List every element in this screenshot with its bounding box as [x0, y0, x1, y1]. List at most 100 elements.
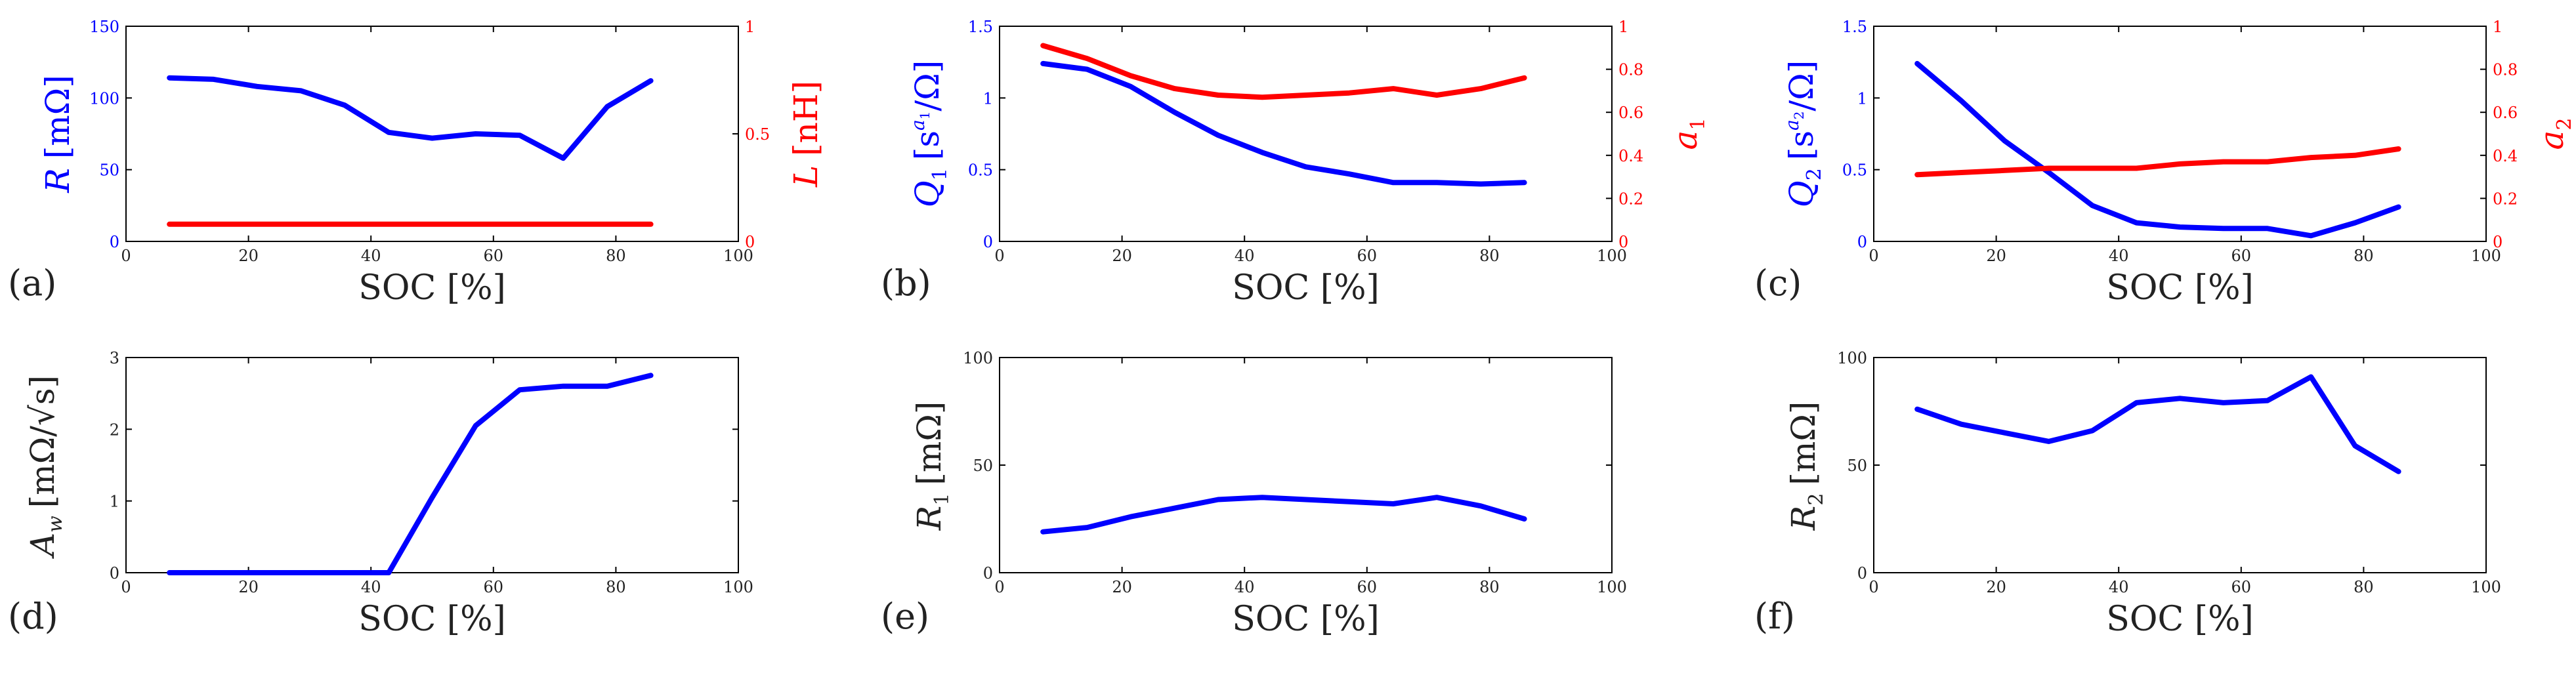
- y2-tick-label: 0: [2493, 233, 2502, 251]
- x-tick-label: 60: [2231, 578, 2252, 596]
- x-tick-label: 60: [484, 247, 504, 265]
- plot-frame: [1873, 357, 2487, 573]
- x-tick-label: 60: [1357, 247, 1378, 265]
- y-tick-label: 1: [983, 89, 993, 108]
- x-tick-label: 80: [2354, 578, 2374, 596]
- panel-b: Q1[sa1/Ω] a1 0 20 40 60 80 10000.511.500.20.4…: [881, 18, 1710, 308]
- series-line-a2: [1914, 146, 2401, 178]
- y-tick-label: 50: [1847, 457, 1867, 475]
- x-tick-label: 20: [238, 247, 259, 265]
- y2-tick-label: 1: [2493, 18, 2502, 36]
- y-tick-label: 0.5: [1842, 161, 1867, 180]
- y-tick-label: 100: [89, 89, 119, 108]
- x-tick-label: 100: [723, 578, 753, 596]
- y2-tick-label: 0.6: [1618, 104, 1643, 122]
- y2-tick-label: 0.5: [745, 125, 770, 144]
- x-axis-label: SOC [%]: [358, 268, 506, 308]
- plot-frame: [999, 26, 1613, 242]
- y2-tick-label: 0.6: [2493, 104, 2518, 122]
- x-tick-label: 60: [484, 578, 504, 596]
- y-tick-label: 1: [110, 493, 119, 511]
- x-tick-label: 0: [121, 578, 131, 596]
- x-tick-label: 80: [2354, 247, 2374, 265]
- y-tick-label: 0: [983, 233, 993, 251]
- x-axis-label: SOC [%]: [358, 600, 506, 639]
- x-axis-label: SOC [%]: [1232, 268, 1380, 308]
- y-tick-label: 50: [99, 161, 119, 180]
- y-axis-label: R1[mΩ]: [910, 401, 954, 531]
- y2-tick-label: 0.4: [2493, 147, 2518, 165]
- series-line-r: [167, 75, 654, 161]
- panel-label: (f): [1754, 596, 1795, 637]
- y-tick-label: 0: [1857, 233, 1867, 251]
- y2-tick-label: 0.8: [1618, 61, 1643, 79]
- series-line-r2: [1914, 374, 2401, 474]
- y-tick-label: 0.5: [968, 161, 993, 180]
- panel-c: Q2[sa2/Ω] a2 0 20 40 60 80 10000.511.500.20.4…: [1754, 18, 2576, 308]
- x-axis-label: SOC [%]: [2106, 268, 2254, 308]
- x-tick-label: 0: [1869, 247, 1878, 265]
- y-tick-label: 50: [973, 457, 993, 475]
- y2-tick-label: 0.4: [1618, 147, 1643, 165]
- x-tick-label: 80: [1479, 247, 1500, 265]
- x-tick-label: 20: [1986, 247, 2006, 265]
- series-line-q1: [1040, 60, 1527, 187]
- panel-label: (a): [8, 262, 56, 304]
- y-tick-label: 0: [983, 564, 993, 583]
- panel-d: Aw[mΩ/√s] 0 20 40 60 80 100 0 1 2 3 SOC [%] (d): [8, 349, 753, 639]
- y2-axis-label: a1: [1666, 118, 1710, 150]
- x-tick-label: 100: [2471, 247, 2501, 265]
- y-tick-label: 1.5: [968, 18, 993, 36]
- y-tick-label: 0: [110, 233, 119, 251]
- x-tick-label: 100: [1597, 247, 1627, 265]
- y-axis-label: Q1[sa1/Ω]: [907, 60, 952, 208]
- y2-axis-label: L[nH]: [787, 81, 825, 188]
- x-tick-label: 40: [2109, 247, 2129, 265]
- panel-a: R[mΩ] L[nH] 0 20 40 60 80 10005010015000.51SO…: [8, 18, 825, 308]
- x-tick-label: 60: [2231, 247, 2252, 265]
- y-tick-label: 3: [110, 349, 119, 367]
- x-tick-label: 100: [2471, 578, 2501, 596]
- panel-f: R2[mΩ] 0 20 40 60 80 100 0 50 100 SOC [%] (f): [1754, 349, 2501, 639]
- plot-frame: [1873, 26, 2487, 242]
- y-tick-label: 0: [1857, 564, 1867, 583]
- panel-label: (c): [1754, 262, 1802, 304]
- y2-tick-label: 0.2: [1618, 190, 1643, 208]
- x-axis-label: SOC [%]: [2106, 600, 2254, 639]
- panel-label: (b): [881, 262, 931, 304]
- y2-tick-label: 0: [745, 233, 755, 251]
- series-line-a1: [1040, 43, 1527, 100]
- y2-tick-label: 0.2: [2493, 190, 2518, 208]
- x-tick-label: 40: [1235, 247, 1255, 265]
- y-axis-label: Q2[sa2/Ω]: [1781, 60, 1826, 208]
- y-tick-label: 1: [1857, 89, 1867, 108]
- panel-e: R1[mΩ] 0 20 40 60 80 100 0 50 100 SOC [%] (e): [881, 349, 1627, 639]
- y-tick-label: 2: [110, 421, 119, 439]
- series-line-q2: [1914, 60, 2401, 239]
- plot-frame: [999, 357, 1613, 573]
- x-axis-label: SOC [%]: [1232, 600, 1380, 639]
- y2-tick-label: 0: [1618, 233, 1628, 251]
- y-tick-label: 150: [89, 18, 119, 36]
- y-tick-label: 100: [963, 349, 993, 367]
- series-line-aw: [167, 373, 654, 575]
- x-tick-label: 20: [238, 578, 259, 596]
- y-axis-label: R[mΩ]: [39, 75, 77, 194]
- x-tick-label: 20: [1112, 578, 1132, 596]
- x-tick-label: 80: [606, 247, 626, 265]
- panel-label: (e): [881, 596, 929, 637]
- x-tick-label: 40: [361, 578, 381, 596]
- x-tick-label: 80: [1479, 578, 1500, 596]
- plot-frame: [125, 357, 739, 573]
- y-axis-label: Aw[mΩ/√s]: [24, 375, 67, 559]
- y2-tick-label: 0.8: [2493, 61, 2518, 79]
- y-axis-label: R2[mΩ]: [1784, 401, 1828, 531]
- x-tick-label: 0: [1869, 578, 1878, 596]
- y-tick-label: 100: [1837, 349, 1867, 367]
- y-tick-label: 1.5: [1842, 18, 1867, 36]
- y2-tick-label: 1: [745, 18, 755, 36]
- y2-axis-label: a2: [2533, 118, 2576, 150]
- x-tick-label: 40: [361, 247, 381, 265]
- x-tick-label: 20: [1112, 247, 1132, 265]
